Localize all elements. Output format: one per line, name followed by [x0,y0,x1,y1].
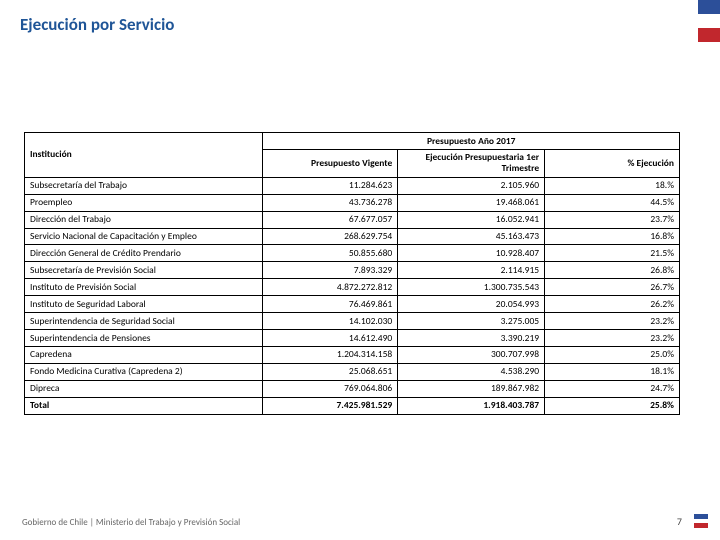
cell-ejecucion: 20.054.993 [398,296,545,313]
cell-institucion: Dirección del Trabajo [25,211,263,228]
table-row: Dipreca769.064.806189.867.98224.7% [25,380,680,397]
flag-decoration-bottom [694,514,708,528]
cell-pct: 23.7% [545,211,680,228]
cell-institucion: Capredena [25,346,263,363]
table-row: Capredena1.204.314.158300.707.99825.0% [25,346,680,363]
cell-presupuesto: 769.064.806 [263,380,398,397]
cell-ejecucion: 189.867.982 [398,380,545,397]
cell-ejecucion: 3.390.219 [398,330,545,347]
table-row: Servicio Nacional de Capacitación y Empl… [25,228,680,245]
cell-presupuesto: 67.677.057 [263,211,398,228]
table-row: Proempleo43.736.27819.468.06144.5% [25,194,680,211]
cell-pct: 26.7% [545,279,680,296]
cell-pct: 26.8% [545,262,680,279]
cell-institucion: Instituto de Previsión Social [25,279,263,296]
cell-presupuesto: 76.469.861 [263,296,398,313]
cell-institucion: Servicio Nacional de Capacitación y Empl… [25,228,263,245]
cell-presupuesto: 14.102.030 [263,313,398,330]
cell-institucion: Proempleo [25,194,263,211]
cell-institucion: Fondo Medicina Curativa (Capredena 2) [25,363,263,380]
flag-decoration-top [698,0,720,42]
cell-ejecucion: 2.114.915 [398,262,545,279]
cell-presupuesto: 7.893.329 [263,262,398,279]
cell-institucion: Dipreca [25,380,263,397]
cell-institucion: Superintendencia de Pensiones [25,330,263,347]
cell-pct: 16.8% [545,228,680,245]
cell-institucion: Dirección General de Crédito Prendario [25,245,263,262]
cell-ejecucion: 19.468.061 [398,194,545,211]
cell-pct: 44.5% [545,194,680,211]
page-title: Ejecución por Servicio [20,14,174,35]
table-row: Instituto de Seguridad Laboral76.469.861… [25,296,680,313]
cell-presupuesto: 1.204.314.158 [263,346,398,363]
cell-ejecucion: 2.105.960 [398,177,545,194]
cell-total-pct: 25.8% [545,397,680,414]
header-ejecucion: Ejecución Presupuestaria 1er Trimestre [398,149,545,177]
cell-presupuesto: 11.284.623 [263,177,398,194]
header-institucion: Institución [25,133,263,178]
table-row-total: Total7.425.981.5291.918.403.78725.8% [25,397,680,414]
table-row: Superintendencia de Seguridad Social14.1… [25,313,680,330]
cell-presupuesto: 43.736.278 [263,194,398,211]
table-row: Instituto de Previsión Social4.872.272.8… [25,279,680,296]
header-presupuesto: Presupuesto Vigente [263,149,398,177]
cell-pct: 26.2% [545,296,680,313]
cell-institucion: Subsecretaría de Previsión Social [25,262,263,279]
table-row: Subsecretaría de Previsión Social7.893.3… [25,262,680,279]
header-pct: % Ejecución [545,149,680,177]
cell-pct: 24.7% [545,380,680,397]
cell-ejecucion: 16.052.941 [398,211,545,228]
footer-text: Gobierno de Chile | Ministerio del Traba… [22,517,240,528]
cell-pct: 21.5% [545,245,680,262]
table-row: Dirección del Trabajo67.677.05716.052.94… [25,211,680,228]
cell-ejecucion: 3.275.005 [398,313,545,330]
table-row: Dirección General de Crédito Prendario50… [25,245,680,262]
budget-table: Institución Presupuesto Año 2017 Presupu… [24,132,680,415]
cell-pct: 18.% [545,177,680,194]
cell-presupuesto: 14.612.490 [263,330,398,347]
cell-total-label: Total [25,397,263,414]
cell-presupuesto: 4.872.272.812 [263,279,398,296]
cell-institucion: Subsecretaría del Trabajo [25,177,263,194]
cell-presupuesto: 25.068.651 [263,363,398,380]
cell-total-pres: 7.425.981.529 [263,397,398,414]
cell-ejecucion: 45.163.473 [398,228,545,245]
cell-institucion: Superintendencia de Seguridad Social [25,313,263,330]
table-row: Fondo Medicina Curativa (Capredena 2)25.… [25,363,680,380]
cell-pct: 23.2% [545,330,680,347]
cell-ejecucion: 1.300.735.543 [398,279,545,296]
cell-pct: 18.1% [545,363,680,380]
budget-table-container: Institución Presupuesto Año 2017 Presupu… [24,132,680,415]
cell-ejecucion: 300.707.998 [398,346,545,363]
cell-ejecucion: 10.928.407 [398,245,545,262]
table-row: Superintendencia de Pensiones14.612.4903… [25,330,680,347]
cell-institucion: Instituto de Seguridad Laboral [25,296,263,313]
table-row: Subsecretaría del Trabajo11.284.6232.105… [25,177,680,194]
page-number: 7 [677,515,682,528]
cell-ejecucion: 4.538.290 [398,363,545,380]
cell-pct: 25.0% [545,346,680,363]
header-year: Presupuesto Año 2017 [263,133,680,150]
cell-pct: 23.2% [545,313,680,330]
cell-total-ejec: 1.918.403.787 [398,397,545,414]
cell-presupuesto: 268.629.754 [263,228,398,245]
cell-presupuesto: 50.855.680 [263,245,398,262]
